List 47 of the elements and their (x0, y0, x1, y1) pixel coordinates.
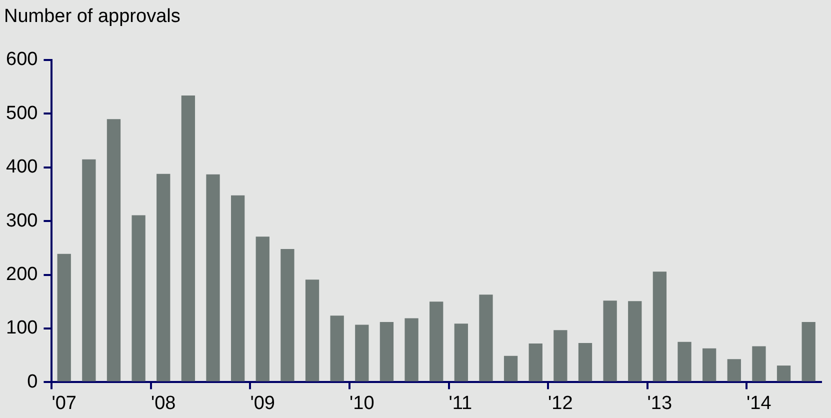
bar (678, 342, 692, 382)
x-tick-label: '08 (150, 392, 176, 414)
bar (802, 322, 816, 382)
x-tick-label: '10 (349, 392, 374, 414)
y-tick-label: 100 (6, 318, 38, 339)
bar (603, 300, 617, 382)
bar (776, 366, 791, 382)
bar (479, 294, 493, 382)
bar (106, 119, 121, 382)
y-axis-title: Number of approvals (4, 6, 180, 28)
bar (528, 344, 542, 382)
bar (156, 174, 170, 382)
x-tick-label: '07 (52, 392, 76, 414)
bar (702, 348, 716, 382)
y-tick-label: 400 (6, 156, 38, 178)
bar (132, 215, 146, 382)
bar (578, 343, 592, 382)
bar (305, 280, 320, 382)
y-tick-label: 500 (6, 102, 38, 124)
bar (380, 322, 394, 382)
bar (454, 324, 468, 382)
bar (554, 330, 568, 382)
bar (652, 272, 667, 382)
y-tick-label: 600 (6, 49, 38, 70)
x-tick-label: '13 (647, 392, 672, 414)
x-tick-label: '14 (746, 392, 772, 414)
bar (355, 324, 369, 382)
x-tick-label: '12 (548, 392, 573, 414)
y-tick-label: 0 (27, 371, 38, 392)
x-tick-label: '11 (448, 392, 472, 414)
bar (628, 301, 642, 382)
bar (256, 236, 270, 382)
y-tick-label: 300 (6, 210, 38, 232)
bar (430, 302, 444, 382)
bar (206, 174, 220, 382)
x-tick-label: '09 (250, 392, 275, 414)
bar (230, 195, 245, 382)
bar (752, 346, 766, 382)
bar (57, 254, 71, 382)
bar (330, 316, 344, 382)
bar (504, 356, 518, 382)
bar (82, 159, 96, 382)
bar (727, 359, 741, 382)
bar (280, 249, 294, 382)
bar (181, 95, 196, 382)
y-tick-label: 200 (6, 264, 38, 286)
bar (404, 318, 418, 382)
